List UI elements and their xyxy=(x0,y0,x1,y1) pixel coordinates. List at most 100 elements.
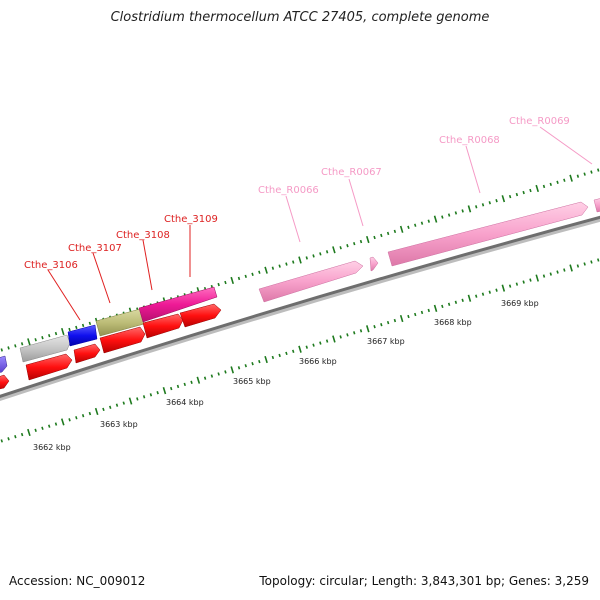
tick-mark xyxy=(115,403,119,407)
gene-label[interactable]: Cthe_R0069 xyxy=(509,116,570,127)
tick-mark xyxy=(542,184,546,189)
tick-mark xyxy=(393,229,397,234)
tick-mark xyxy=(563,178,566,182)
tick-mark xyxy=(366,325,370,333)
cds-2[interactable] xyxy=(25,353,73,381)
tick-mark xyxy=(292,349,295,353)
tick-mark xyxy=(162,387,167,395)
gene-label[interactable]: Cthe_R0067 xyxy=(321,167,382,178)
genome-backbone-shadow xyxy=(0,216,600,401)
tick-mark xyxy=(556,180,559,184)
tick-mark xyxy=(399,314,404,323)
feature-blue[interactable] xyxy=(67,324,98,347)
cds-4[interactable] xyxy=(99,326,146,354)
tick-mark xyxy=(312,254,315,258)
feature-rna-3[interactable] xyxy=(387,201,589,267)
tick-mark xyxy=(393,318,397,323)
tick-mark xyxy=(292,260,295,264)
feature-rna-2[interactable] xyxy=(369,256,379,272)
scale-tick-label: 3666 kbp xyxy=(299,357,337,366)
feature-magenta[interactable] xyxy=(138,286,218,323)
feature-rna-4[interactable] xyxy=(593,198,600,213)
tick-mark xyxy=(339,335,342,339)
tick-mark xyxy=(244,274,247,279)
tick-mark xyxy=(407,314,410,319)
tick-mark xyxy=(230,366,235,374)
tick-mark xyxy=(475,205,478,209)
tick-mark xyxy=(48,333,51,338)
tick-mark xyxy=(597,168,600,172)
leader-line xyxy=(47,269,81,321)
tick-mark xyxy=(495,288,498,292)
tick-mark xyxy=(61,327,65,336)
tick-mark xyxy=(0,439,3,443)
tick-mark xyxy=(461,298,464,302)
tick-mark xyxy=(325,339,329,343)
cds-3[interactable] xyxy=(73,343,101,364)
tick-mark xyxy=(441,304,444,309)
tick-mark xyxy=(264,266,268,274)
gene-label[interactable]: Cthe_3108 xyxy=(116,230,170,241)
tick-mark xyxy=(359,329,363,333)
tick-mark xyxy=(576,264,580,268)
tick-mark xyxy=(515,192,519,197)
gene-label[interactable]: Cthe_R0068 xyxy=(439,135,500,146)
tick-mark xyxy=(583,262,586,266)
tick-mark xyxy=(373,235,376,240)
tick-mark xyxy=(590,260,593,264)
tick-mark xyxy=(535,184,539,193)
tick-mark xyxy=(278,353,281,358)
tick-mark xyxy=(481,292,485,296)
tick-mark xyxy=(27,338,31,346)
gene-label[interactable]: Cthe_3106 xyxy=(24,260,78,271)
tick-mark xyxy=(81,323,85,328)
tick-mark xyxy=(420,221,424,225)
tick-mark xyxy=(230,276,234,285)
tick-mark xyxy=(224,280,227,285)
cds-5[interactable] xyxy=(142,313,184,339)
feature-purple[interactable] xyxy=(0,355,8,373)
tick-mark xyxy=(312,343,315,347)
tick-mark xyxy=(481,203,485,207)
tick-mark xyxy=(373,325,376,329)
tick-mark xyxy=(14,435,17,439)
upper-tick-row xyxy=(0,168,600,352)
tick-mark xyxy=(298,345,302,353)
tick-mark xyxy=(427,308,430,313)
gene-label[interactable]: Cthe_R0066 xyxy=(258,185,319,196)
tick-mark xyxy=(237,366,241,370)
tick-mark xyxy=(475,294,478,298)
tick-mark xyxy=(454,300,458,304)
gene-label[interactable]: Cthe_3107 xyxy=(68,243,122,254)
tick-mark xyxy=(298,256,302,264)
tick-mark xyxy=(264,355,268,364)
tick-mark xyxy=(217,282,220,287)
tick-mark xyxy=(251,272,254,276)
tick-mark xyxy=(563,268,566,272)
scale-tick-label: 3665 kbp xyxy=(233,377,271,386)
cds-6[interactable] xyxy=(179,303,222,328)
tick-mark xyxy=(508,194,512,199)
tick-mark xyxy=(285,351,288,356)
tick-mark xyxy=(68,418,71,422)
tick-mark xyxy=(81,413,85,418)
feature-gray[interactable] xyxy=(19,334,71,363)
gene-label[interactable]: Cthe_3109 xyxy=(164,214,218,225)
tick-mark xyxy=(590,170,593,174)
tick-mark xyxy=(542,274,546,278)
tick-mark xyxy=(433,304,438,312)
tick-mark xyxy=(75,325,78,330)
tick-mark xyxy=(196,376,201,384)
tick-mark xyxy=(258,270,261,274)
scale-tick-label: 3662 kbp xyxy=(33,443,71,452)
tick-mark xyxy=(176,384,180,389)
tick-mark xyxy=(380,233,383,238)
cds-1[interactable] xyxy=(0,374,10,390)
tick-mark xyxy=(102,407,105,412)
tick-mark xyxy=(386,231,390,236)
tick-mark xyxy=(68,327,71,332)
feature-rna-1[interactable] xyxy=(258,260,364,303)
tick-mark xyxy=(501,195,506,203)
tick-mark xyxy=(549,272,552,276)
tick-mark xyxy=(549,182,552,187)
